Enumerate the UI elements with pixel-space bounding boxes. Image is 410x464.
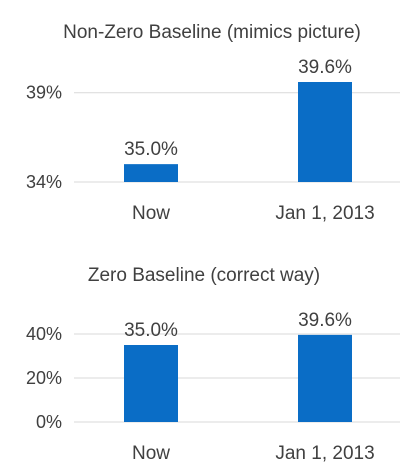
category-label: Jan 1, 2013 [275, 203, 374, 224]
y-tick-label: 40% [26, 324, 62, 344]
chart-2-data-labels: 35.0% 39.6% [124, 310, 352, 341]
chart-2-y-ticks: 0% 20% 40% [26, 324, 62, 432]
category-label: Jan 1, 2013 [275, 443, 374, 464]
y-tick-label: 0% [36, 412, 62, 432]
chart-non-zero-baseline: Non-Zero Baseline (mimics picture) 34% 39… [26, 22, 400, 224]
chart-1-data-labels: 35.0% 39.6% [124, 57, 352, 160]
bar [298, 334, 352, 422]
chart-1-bars [124, 82, 352, 182]
chart-1-category-labels: Now Jan 1, 2013 [132, 203, 375, 224]
y-tick-label: 39% [26, 83, 62, 103]
bar [298, 82, 352, 182]
data-label: 39.6% [298, 57, 352, 78]
y-tick-label: 20% [26, 368, 62, 388]
data-label: 35.0% [124, 139, 178, 160]
data-label: 35.0% [124, 320, 178, 341]
bar [124, 345, 178, 422]
chart-1-title: Non-Zero Baseline (mimics picture) [63, 22, 361, 43]
data-label: 39.6% [298, 310, 352, 331]
y-tick-label: 34% [26, 172, 62, 192]
chart-2-title: Zero Baseline (correct way) [88, 265, 320, 286]
chart-2-bars [124, 334, 352, 422]
chart-2-category-labels: Now Jan 1, 2013 [132, 443, 375, 464]
chart-1-y-ticks: 34% 39% [26, 83, 62, 192]
bar [124, 164, 178, 182]
category-label: Now [132, 203, 170, 224]
chart-zero-baseline: Zero Baseline (correct way) 0% 20% 40% 35.… [26, 265, 400, 464]
category-label: Now [132, 443, 170, 464]
